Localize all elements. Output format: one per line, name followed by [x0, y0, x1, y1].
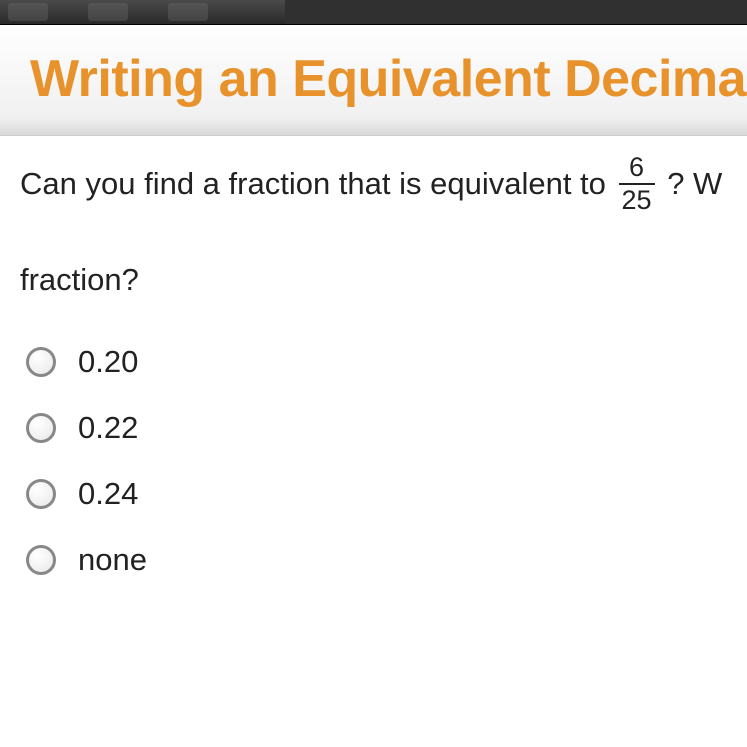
question-text: Can you find a fraction that is equivale… — [20, 156, 727, 216]
fraction-denominator: 25 — [619, 183, 655, 214]
top-bar — [0, 0, 747, 25]
radio-icon[interactable] — [26, 413, 56, 443]
options-group: 0.20 0.22 0.24 none — [20, 344, 727, 578]
question-after: ? W — [659, 166, 723, 201]
question-line2: fraction? — [20, 256, 727, 304]
question-before: Can you find a fraction that is equivale… — [20, 166, 615, 201]
fraction-numerator: 6 — [619, 154, 655, 183]
lesson-header: Writing an Equivalent Decima — [0, 25, 747, 136]
radio-icon[interactable] — [26, 545, 56, 575]
radio-icon[interactable] — [26, 347, 56, 377]
option-row[interactable]: none — [26, 542, 727, 578]
option-label: 0.22 — [78, 410, 138, 446]
fullscreen-icon[interactable] — [168, 3, 208, 21]
option-row[interactable]: 0.24 — [26, 476, 727, 512]
question-fraction: 625 — [619, 154, 655, 214]
pause-icon[interactable] — [88, 3, 128, 21]
option-row[interactable]: 0.22 — [26, 410, 727, 446]
media-controls — [0, 0, 285, 24]
option-label: 0.24 — [78, 476, 138, 512]
option-label: none — [78, 542, 147, 578]
content-area: Can you find a fraction that is equivale… — [0, 136, 747, 628]
option-label: 0.20 — [78, 344, 138, 380]
lesson-title: Writing an Equivalent Decima — [30, 49, 717, 109]
option-row[interactable]: 0.20 — [26, 344, 727, 380]
radio-icon[interactable] — [26, 479, 56, 509]
play-icon[interactable] — [8, 3, 48, 21]
